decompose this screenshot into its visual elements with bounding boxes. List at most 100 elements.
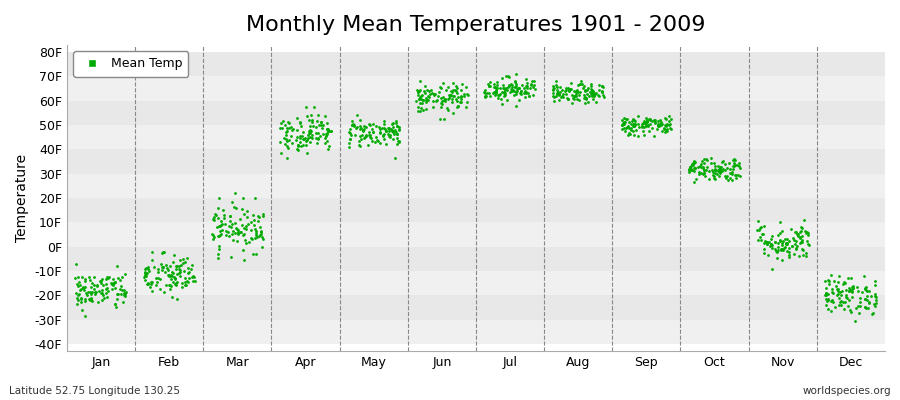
Point	[842, 285, 856, 291]
Point	[310, 130, 325, 136]
Point	[477, 89, 491, 95]
Point	[454, 94, 468, 100]
Point	[435, 101, 449, 107]
Point	[583, 89, 598, 95]
Point	[616, 115, 631, 121]
Point	[489, 88, 503, 94]
Point	[627, 122, 642, 128]
Point	[791, 252, 806, 259]
Point	[619, 116, 634, 122]
Point	[145, 249, 159, 256]
Point	[793, 228, 807, 235]
Point	[118, 270, 132, 277]
Point	[176, 260, 191, 266]
Point	[290, 114, 304, 121]
Point	[663, 120, 678, 127]
Point	[518, 83, 533, 89]
Point	[388, 127, 402, 133]
Point	[793, 234, 807, 240]
Point	[553, 97, 567, 103]
Point	[580, 99, 595, 105]
Point	[342, 136, 356, 142]
Point	[362, 121, 376, 128]
Point	[491, 95, 506, 102]
Point	[164, 272, 178, 278]
Point	[176, 256, 190, 262]
Point	[86, 286, 101, 292]
Point	[526, 84, 540, 90]
Point	[841, 302, 855, 309]
Point	[486, 80, 500, 87]
Point	[412, 96, 427, 102]
Point	[572, 88, 587, 95]
Point	[526, 82, 541, 88]
Point	[832, 302, 846, 308]
Point	[150, 274, 165, 281]
Point	[72, 290, 86, 297]
Point	[155, 250, 169, 256]
Point	[820, 298, 834, 304]
Point	[413, 100, 428, 106]
Point	[716, 166, 731, 173]
Point	[441, 84, 455, 91]
Point	[379, 128, 393, 134]
Point	[821, 297, 835, 303]
Point	[222, 233, 237, 240]
Point	[843, 309, 858, 315]
Point	[732, 162, 746, 169]
Point	[178, 282, 193, 288]
Point	[205, 230, 220, 237]
Point	[858, 285, 872, 291]
Point	[724, 168, 739, 175]
Point	[450, 90, 464, 96]
Point	[795, 239, 809, 245]
Point	[280, 155, 294, 161]
Point	[763, 240, 778, 247]
Point	[585, 92, 599, 98]
Point	[819, 292, 833, 298]
Point	[508, 79, 523, 86]
Point	[583, 86, 598, 92]
Point	[616, 120, 630, 126]
Point	[595, 83, 609, 90]
Point	[320, 138, 334, 144]
Bar	[67, 52, 885, 76]
Point	[845, 286, 859, 292]
Point	[246, 251, 260, 258]
Point	[788, 237, 802, 244]
Point	[561, 95, 575, 101]
Point	[172, 263, 186, 269]
Point	[218, 221, 232, 227]
Point	[392, 124, 406, 130]
Point	[575, 81, 590, 88]
Point	[772, 238, 787, 245]
Point	[788, 229, 803, 236]
Point	[249, 230, 264, 236]
Point	[237, 225, 251, 232]
Point	[170, 263, 184, 270]
Point	[450, 84, 464, 91]
Point	[273, 138, 287, 145]
Point	[490, 85, 504, 91]
Point	[78, 296, 93, 302]
Point	[565, 94, 580, 101]
Point	[219, 228, 233, 234]
Point	[564, 86, 579, 92]
Point	[686, 162, 700, 168]
Point	[412, 86, 427, 93]
Point	[368, 139, 382, 146]
Point	[148, 282, 163, 288]
Point	[431, 93, 446, 100]
Point	[300, 137, 314, 143]
Point	[104, 281, 119, 287]
Point	[184, 274, 199, 281]
Point	[163, 263, 177, 270]
Point	[85, 296, 99, 303]
Point	[723, 166, 737, 172]
Point	[356, 128, 370, 135]
Point	[303, 130, 318, 136]
Bar	[67, 76, 885, 101]
Point	[567, 96, 581, 102]
Point	[789, 229, 804, 236]
Point	[723, 169, 737, 176]
